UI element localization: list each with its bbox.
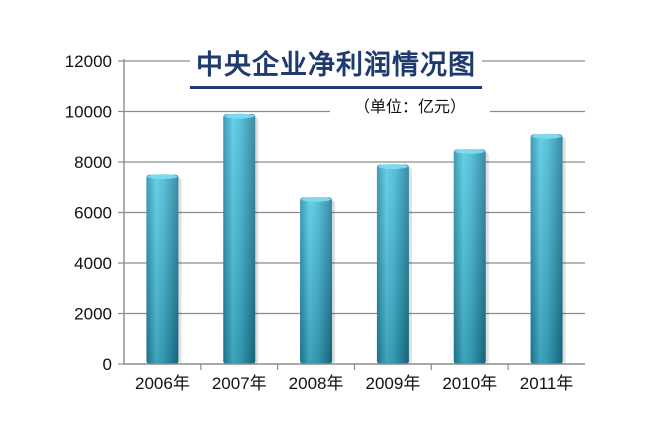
axes bbox=[118, 59, 585, 370]
bar bbox=[376, 164, 412, 364]
chart-subtitle: （单位：亿元） bbox=[330, 95, 490, 119]
bar-shade bbox=[530, 134, 563, 364]
x-tick-label: 2009年 bbox=[366, 374, 421, 393]
chart-title: 中央企业净利润情况图 bbox=[190, 46, 482, 89]
bars bbox=[146, 113, 566, 365]
y-tick-label: 0 bbox=[103, 355, 112, 374]
bar bbox=[530, 133, 566, 364]
chart-title-box: 中央企业净利润情况图 bbox=[166, 46, 506, 89]
bar bbox=[453, 148, 489, 364]
bar-top bbox=[224, 113, 255, 119]
tick-labels: 0 2000 4000 6000 8000 10000 12000 2006年 2007年 200… bbox=[65, 52, 574, 393]
bar bbox=[146, 174, 182, 364]
x-tick-label: 2010年 bbox=[442, 374, 497, 393]
y-tick-label: 8000 bbox=[74, 153, 112, 172]
x-tick-label: 2011年 bbox=[520, 374, 574, 393]
x-tick-label: 2008年 bbox=[289, 374, 344, 393]
bar-top bbox=[531, 133, 562, 139]
bar-top bbox=[301, 196, 332, 202]
bar-shade bbox=[376, 164, 409, 364]
y-tick-label: 4000 bbox=[74, 254, 112, 273]
bar bbox=[223, 113, 259, 365]
bar-shade bbox=[223, 114, 256, 365]
y-tick-label: 12000 bbox=[65, 52, 112, 71]
bar-top bbox=[147, 174, 178, 180]
bar-top bbox=[454, 148, 485, 154]
bar bbox=[300, 196, 336, 364]
y-tick-label: 10000 bbox=[65, 103, 112, 122]
bar-shade bbox=[146, 174, 179, 364]
bar-shade bbox=[453, 149, 486, 364]
x-tick-label: 2007年 bbox=[212, 374, 267, 393]
y-tick-label: 6000 bbox=[74, 204, 112, 223]
bar-top bbox=[377, 164, 408, 170]
x-tick-label: 2006年 bbox=[135, 374, 190, 393]
y-tick-label: 2000 bbox=[74, 305, 112, 324]
bar-shade bbox=[300, 197, 333, 364]
